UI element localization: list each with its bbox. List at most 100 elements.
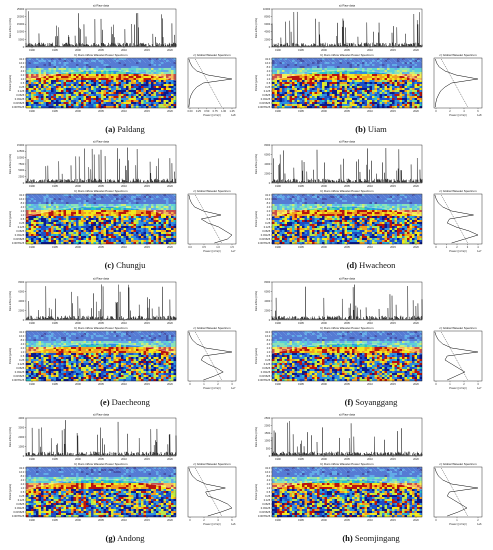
wavelet-power-cell xyxy=(38,64,42,67)
wavelet-power-cell xyxy=(337,84,340,87)
wavelet-power-cell xyxy=(342,82,345,85)
wavelet-power-cell xyxy=(41,78,44,81)
wavelet-power-cell xyxy=(111,102,114,105)
wavelet-power-cell xyxy=(272,78,275,81)
wavelet-power-cell xyxy=(319,58,323,61)
wavelet-power-cell xyxy=(88,220,92,223)
wavelet-power-cell xyxy=(108,240,112,243)
wavelet-power-cell xyxy=(419,84,423,87)
wavelet-power-cell xyxy=(166,92,169,95)
wavelet-power-cell xyxy=(118,96,122,99)
wavelet-power-cell xyxy=(344,82,348,85)
wavelet-power-cell xyxy=(344,72,348,75)
wavelet-power-cell xyxy=(387,94,390,97)
wavelet-power-cell xyxy=(86,240,89,243)
wavelet-power-cell xyxy=(108,70,112,73)
wavelet-power-cell xyxy=(103,62,107,65)
wavelet-power-cell xyxy=(131,104,134,107)
wavelet-power-cell xyxy=(93,198,97,201)
wavelet-power-cell xyxy=(96,240,99,243)
wavelet-power-cell xyxy=(382,60,385,63)
wavelet-power-cell xyxy=(402,82,405,85)
wavelet-power-cell xyxy=(41,72,44,75)
wavelet-power-cell xyxy=(419,82,423,85)
wavelet-power-cell xyxy=(28,100,32,103)
wavelet-power-cell xyxy=(121,222,124,225)
coi-hatch-line xyxy=(70,57,77,64)
wavelet-power-cell xyxy=(43,62,47,65)
wavelet-power-cell xyxy=(36,80,39,83)
wavelet-power-cell xyxy=(73,194,77,197)
wavelet-power-cell xyxy=(344,106,348,109)
wavelet-power-cell xyxy=(412,84,415,87)
wavelet-power-cell xyxy=(171,202,174,205)
wavelet-power-cell xyxy=(309,84,313,87)
wavelet-power-cell xyxy=(71,102,74,105)
raw-xtick-label: 2015 xyxy=(144,184,150,188)
wavelet-power-cell xyxy=(146,228,149,231)
wavelet-power-cell xyxy=(379,70,383,73)
wavelet-power-cell xyxy=(302,86,305,89)
wavelet-power-cell xyxy=(158,84,162,87)
wavelet-power-cell xyxy=(133,90,137,93)
coi-hatch-line xyxy=(160,57,167,64)
wavelet-power-cell xyxy=(332,86,335,89)
wavelet-power-cell xyxy=(332,72,335,75)
wavelet-power-cell xyxy=(88,232,92,235)
wavelet-power-cell xyxy=(397,62,400,65)
wavelet-power-cell xyxy=(138,242,142,245)
wavelet-power-cell xyxy=(272,60,275,63)
wavelet-power-cell xyxy=(347,96,350,99)
wavelet-power-cell xyxy=(392,98,395,101)
wavelet-power-cell xyxy=(148,60,152,63)
wavelet-power-cell xyxy=(93,218,97,221)
wavelet-power-cell xyxy=(369,68,373,71)
wavelet-power-cell xyxy=(153,84,157,87)
wavelet-power-cell xyxy=(53,80,57,83)
wavelet-power-cell xyxy=(121,72,124,75)
wavelet-power-cell xyxy=(68,240,72,243)
wavelet-power-cell xyxy=(156,100,159,103)
wavelet-power-cell xyxy=(93,94,97,97)
wavelet-power-cell xyxy=(282,74,285,77)
wavelet-power-cell xyxy=(292,64,295,67)
wavelet-power-cell xyxy=(123,202,127,205)
wavelet-power-cell xyxy=(71,236,74,239)
wavelet-power-cell xyxy=(108,214,112,217)
wavelet-power-cell xyxy=(81,100,84,103)
wavelet-power-cell xyxy=(83,232,87,235)
wavelet-power-cell xyxy=(309,92,313,95)
wavelet-power-cell xyxy=(307,106,310,109)
wavelet-power-cell xyxy=(312,84,315,87)
wavelet-power-cell xyxy=(166,242,169,245)
wavelet-power-cell xyxy=(414,66,418,69)
wavelet-power-cell xyxy=(399,62,403,65)
wavelet-power-cell xyxy=(133,104,137,107)
wavelet-power-cell xyxy=(156,78,159,81)
wavelet-power-cell xyxy=(116,202,119,205)
wavelet-power-cell xyxy=(136,214,139,217)
wavelet-power-cell xyxy=(173,106,177,109)
wavelet-power-cell xyxy=(111,66,114,69)
wavelet-power-cell xyxy=(58,60,62,63)
wavelet-power-cell xyxy=(166,80,169,83)
wavelet-power-cell xyxy=(118,74,122,77)
wavelet-power-cell xyxy=(136,230,139,233)
wavelet-power-cell xyxy=(156,94,159,97)
wavelet-power-cell xyxy=(156,64,159,67)
wavelet-power-cell xyxy=(362,84,365,87)
wavelet-power-cell xyxy=(96,98,99,101)
wavelet-power-cell xyxy=(53,242,57,245)
wavelet-power-cell xyxy=(317,76,320,79)
wavelet-power-cell xyxy=(166,212,169,215)
wavelet-power-cell xyxy=(379,74,383,77)
wavelet-power-cell xyxy=(161,80,164,83)
wavelet-power-cell xyxy=(399,104,403,107)
wavelet-power-cell xyxy=(56,70,59,73)
wavelet-power-cell xyxy=(61,106,64,109)
wavelet-power-cell xyxy=(161,242,164,245)
wavelet-power-cell xyxy=(279,86,283,89)
wavelet-power-cell xyxy=(123,228,127,231)
wavelet-power-cell xyxy=(289,74,293,77)
wavelet-power-cell xyxy=(103,76,107,79)
